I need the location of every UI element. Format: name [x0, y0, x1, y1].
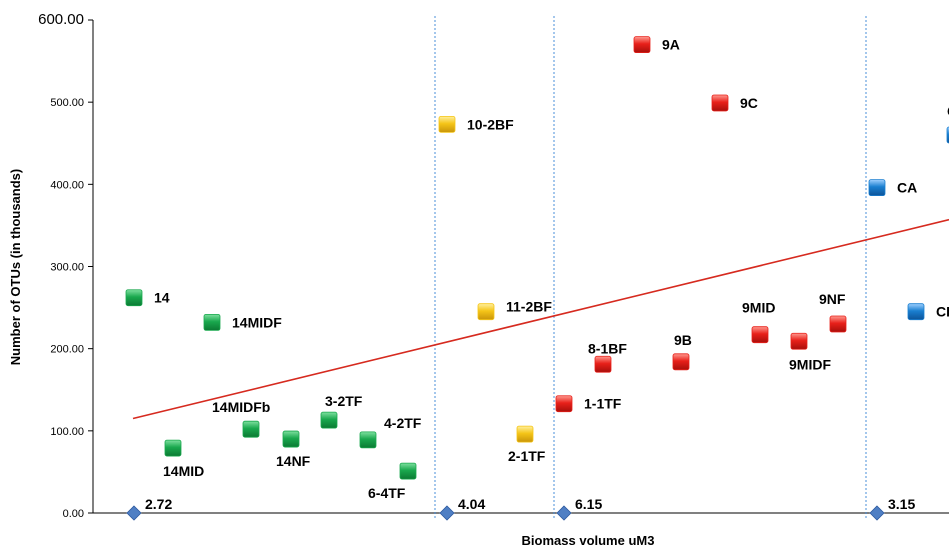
point-2-1tf [516, 425, 534, 443]
point-label-8-1bf: 8-1BF [588, 340, 627, 356]
point-label-9a: 9A [662, 37, 680, 53]
point-label-9midf: 9MIDF [789, 356, 831, 372]
point-9mid [751, 326, 769, 344]
point-label-3-2tf: 3-2TF [325, 393, 363, 409]
point-label-14mid: 14MID [163, 463, 204, 479]
point-ca [868, 179, 886, 197]
y-tick-label: 0.00 [63, 508, 84, 520]
point-14 [125, 289, 143, 307]
group-marker-label: 6.15 [575, 496, 602, 512]
y-tick-label: 400.00 [50, 179, 84, 191]
point-9c [711, 94, 729, 112]
point-10-2bf [438, 115, 456, 133]
point-cb [907, 303, 925, 321]
group-marker-label: 4.04 [458, 496, 485, 512]
point-3-2tf [320, 411, 338, 429]
y-tick-label: 200.00 [50, 344, 84, 356]
point-label-2-1tf: 2-1TF [508, 448, 546, 464]
group-marker [126, 505, 142, 521]
point-1-1tf [555, 395, 573, 413]
point-label-9nf: 9NF [819, 291, 846, 307]
point-9nf [829, 315, 847, 333]
y-tick-label: 300.00 [50, 262, 84, 274]
group-marker-label: 2.72 [145, 496, 172, 512]
point-14midf [203, 313, 221, 331]
point-label-6-4tf: 6-4TF [368, 485, 406, 501]
point-9midf [790, 332, 808, 350]
y-axis: 0.00 100.00 200.00 300.00 400.00 500.00 600.00 [38, 11, 94, 520]
point-6-4tf [399, 462, 417, 480]
y-tick-label: 600.00 [38, 11, 84, 28]
point-label-14midfb: 14MIDFb [212, 399, 270, 415]
point-label-14midf: 14MIDF [232, 314, 282, 330]
point-9b [672, 353, 690, 371]
point-label-c: C [947, 103, 949, 119]
point-8-1bf [594, 355, 612, 373]
point-label-14nf: 14NF [276, 453, 311, 469]
group-marker-label: 3.15 [888, 496, 915, 512]
trendline [132, 218, 949, 420]
point-14nf [282, 430, 300, 448]
group-marker [439, 505, 455, 521]
point-label-9c: 9C [740, 95, 758, 111]
y-axis-title: Number of OTUs (in thousands) [8, 169, 23, 365]
point-14mid [164, 439, 182, 457]
group-marker [869, 505, 885, 521]
y-tick-label: 100.00 [50, 426, 84, 438]
point-4-2tf [359, 431, 377, 449]
point-label-11-2bf: 11-2BF [506, 299, 552, 315]
point-label-14: 14 [154, 290, 170, 306]
point-label-4-2tf: 4-2TF [384, 415, 422, 431]
point-14midfb [242, 420, 260, 438]
point-label-1-1tf: 1-1TF [584, 396, 622, 412]
point-label-9b: 9B [674, 332, 692, 348]
point-label-10-2bf: 10-2BF [467, 116, 514, 132]
y-tick-label: 500.00 [50, 97, 84, 109]
point-label-cb: CB [936, 304, 949, 320]
point-9a [633, 36, 651, 54]
point-11-2bf [477, 303, 495, 321]
point-label-9mid: 9MID [742, 300, 775, 316]
x-axis-title: Biomass volume uM3 [522, 533, 655, 547]
group-marker [556, 505, 572, 521]
point-label-ca: CA [897, 180, 917, 196]
